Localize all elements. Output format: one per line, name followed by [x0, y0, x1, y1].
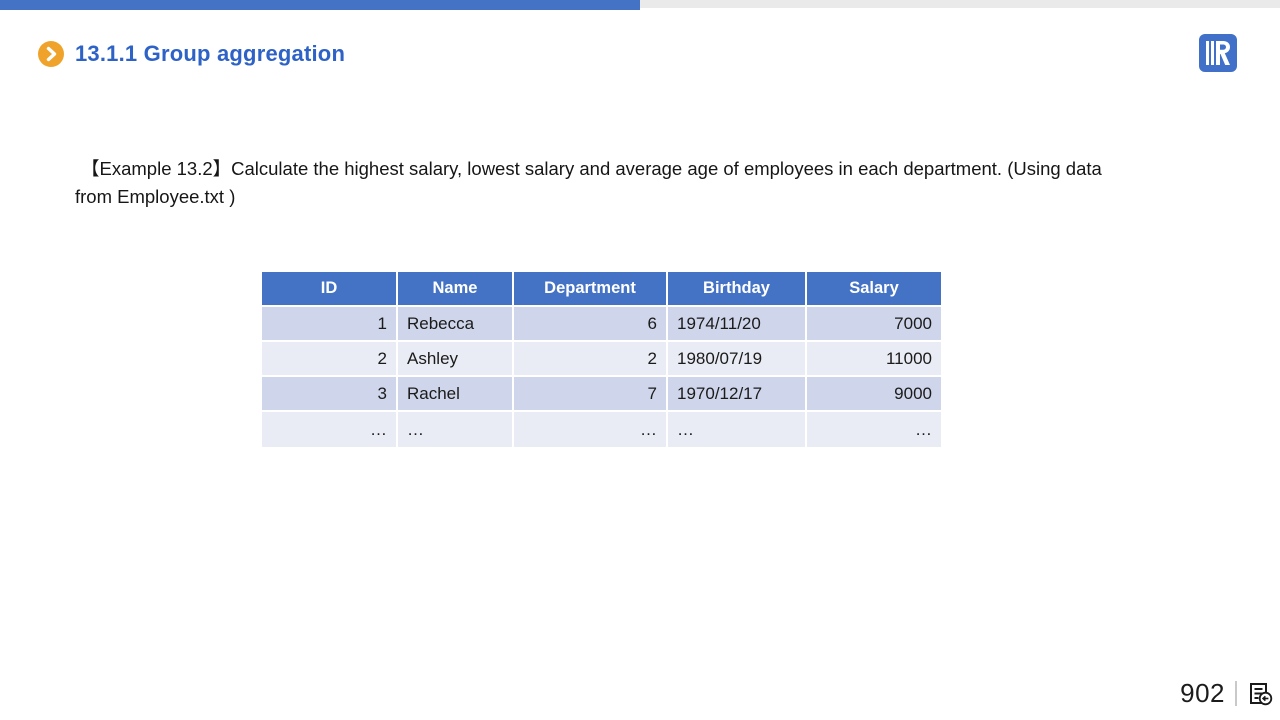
cell-name: Rebecca: [398, 307, 514, 342]
employee-table: ID Name Department Birthday Salary 1 Reb…: [262, 272, 941, 447]
return-to-contents-icon[interactable]: [1247, 681, 1273, 707]
cell-birthday: 1980/07/19: [668, 342, 807, 377]
publisher-logo-icon: [1199, 34, 1237, 72]
cell-name: …: [398, 412, 514, 447]
cell-id: 1: [262, 307, 398, 342]
col-header-id: ID: [262, 272, 398, 307]
cell-birthday: 1970/12/17: [668, 377, 807, 412]
page-title: 13.1.1 Group aggregation: [75, 41, 346, 66]
table-header-row: ID Name Department Birthday Salary: [262, 272, 941, 307]
cell-id: 2: [262, 342, 398, 377]
title-row: 13.1.1 Group aggregation: [37, 40, 345, 68]
cell-salary: 7000: [807, 307, 941, 342]
col-header-birthday: Birthday: [668, 272, 807, 307]
cell-birthday: 1974/11/20: [668, 307, 807, 342]
top-accent-bar: [0, 0, 640, 10]
table-row: 3 Rachel 7 1970/12/17 9000: [262, 377, 941, 412]
col-header-department: Department: [514, 272, 668, 307]
cell-salary: 11000: [807, 342, 941, 377]
table-row: 1 Rebecca 6 1974/11/20 7000: [262, 307, 941, 342]
table-row: … … … … …: [262, 412, 941, 447]
footer-divider: [1235, 681, 1237, 706]
top-gray-bar: [640, 0, 1280, 8]
col-header-salary: Salary: [807, 272, 941, 307]
cell-department: …: [514, 412, 668, 447]
page-number: 902: [1180, 678, 1225, 708]
cell-department: 6: [514, 307, 668, 342]
example-paragraph: 【Example 13.2】Calculate the highest sala…: [75, 155, 1165, 211]
cell-department: 7: [514, 377, 668, 412]
cell-name: Ashley: [398, 342, 514, 377]
cell-name: Rachel: [398, 377, 514, 412]
cell-id: …: [262, 412, 398, 447]
footer: 902: [1180, 678, 1273, 709]
col-header-name: Name: [398, 272, 514, 307]
cell-birthday: …: [668, 412, 807, 447]
cell-salary: …: [807, 412, 941, 447]
cell-department: 2: [514, 342, 668, 377]
example-line-1: 【Example 13.2】Calculate the highest sala…: [81, 158, 1102, 179]
example-line-2: from Employee.txt ): [75, 186, 236, 207]
cell-id: 3: [262, 377, 398, 412]
table-row: 2 Ashley 2 1980/07/19 11000: [262, 342, 941, 377]
cell-salary: 9000: [807, 377, 941, 412]
chevron-right-circle-icon: [38, 41, 64, 67]
